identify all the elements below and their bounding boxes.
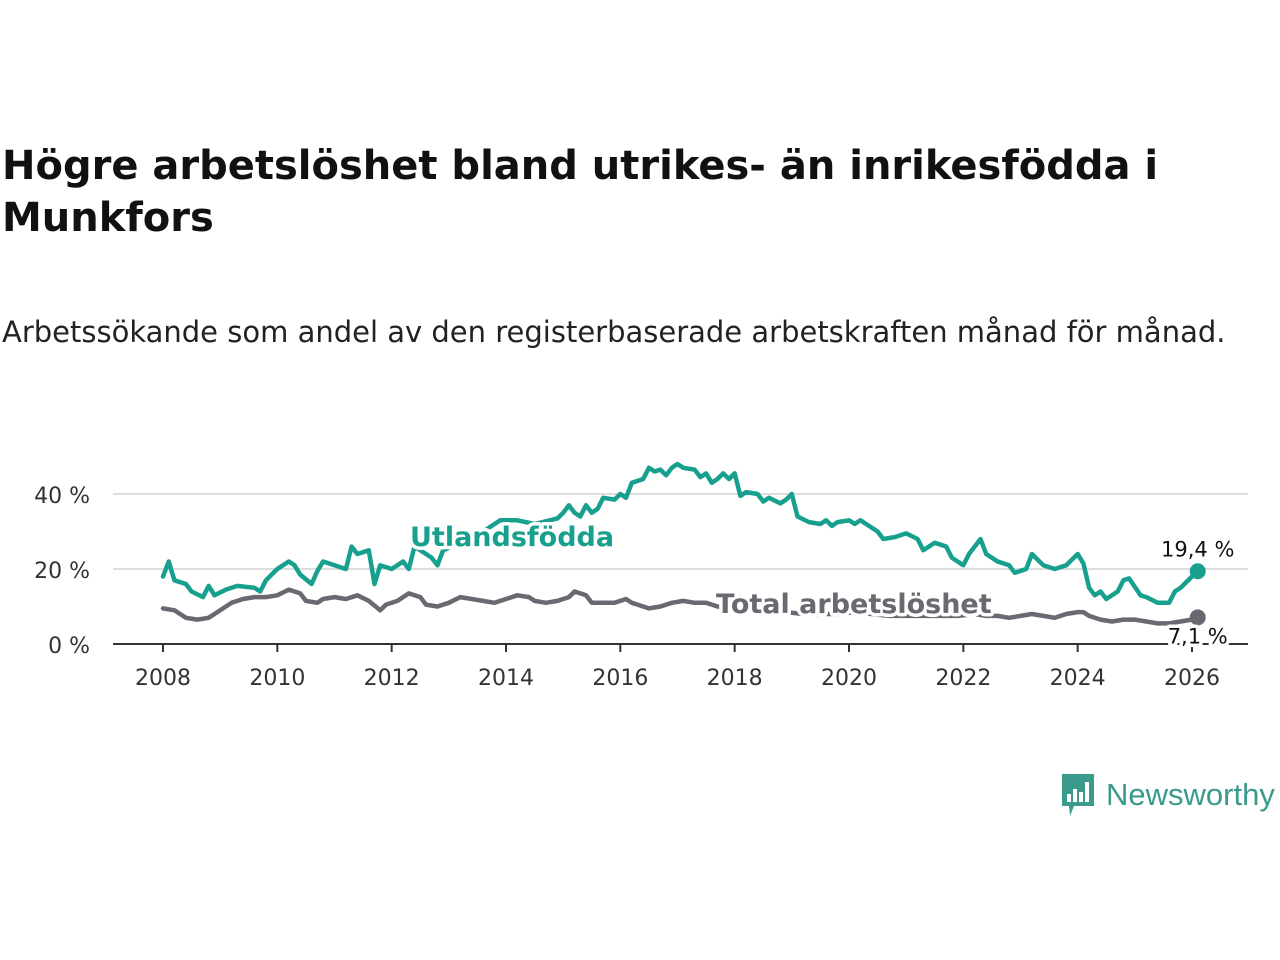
x-tick-label: 2018	[707, 666, 763, 691]
end-value-total: 7,1 %	[1168, 624, 1228, 648]
y-tick-label: 20 %	[34, 559, 90, 584]
series-labels: Utlandsfödda Total arbetslöshet 19,4 % 7,1 …	[407, 519, 1238, 652]
chart-subtitle: Arbetssökande som andel av den registerb…	[2, 315, 1226, 349]
y-tick-label: 0 %	[48, 634, 90, 659]
chart-title: Högre arbetslöshet bland utrikes- än inr…	[2, 143, 1159, 241]
series-label-utlandsfodda: Utlandsfödda	[410, 522, 614, 553]
newsworthy-logo: Newsworthy	[1060, 770, 1275, 820]
x-tick-label: 2026	[1164, 666, 1220, 691]
x-tick-label: 2008	[135, 666, 191, 691]
x-tick-label: 2012	[364, 666, 420, 691]
newsworthy-logo-icon	[1062, 774, 1094, 816]
end-value-utlandsfodda: 19,4 %	[1161, 537, 1234, 561]
x-tick-label: 2014	[478, 666, 534, 691]
newsworthy-logo-text: Newsworthy	[1106, 777, 1275, 812]
series-end-point	[1189, 609, 1206, 626]
x-tick-label: 2022	[935, 666, 991, 691]
series-end-point	[1189, 563, 1206, 580]
series-line-total	[160, 587, 1200, 626]
x-axis: 2008 2010 2012 2014 2016 2018 2020 2022 2024 2026	[113, 643, 1248, 691]
gridlines: 0 % 20 % 40 %	[34, 484, 1248, 659]
x-tick-label: 2016	[592, 666, 648, 691]
series-line-utlandsfodda	[160, 461, 1200, 606]
series-lines	[160, 461, 1206, 626]
x-tick-label: 2024	[1050, 666, 1106, 691]
x-tick-label: 2020	[821, 666, 877, 691]
y-tick-label: 40 %	[34, 484, 90, 509]
series-label-total: Total arbetslöshet	[716, 589, 992, 620]
x-tick-label: 2010	[249, 666, 305, 691]
